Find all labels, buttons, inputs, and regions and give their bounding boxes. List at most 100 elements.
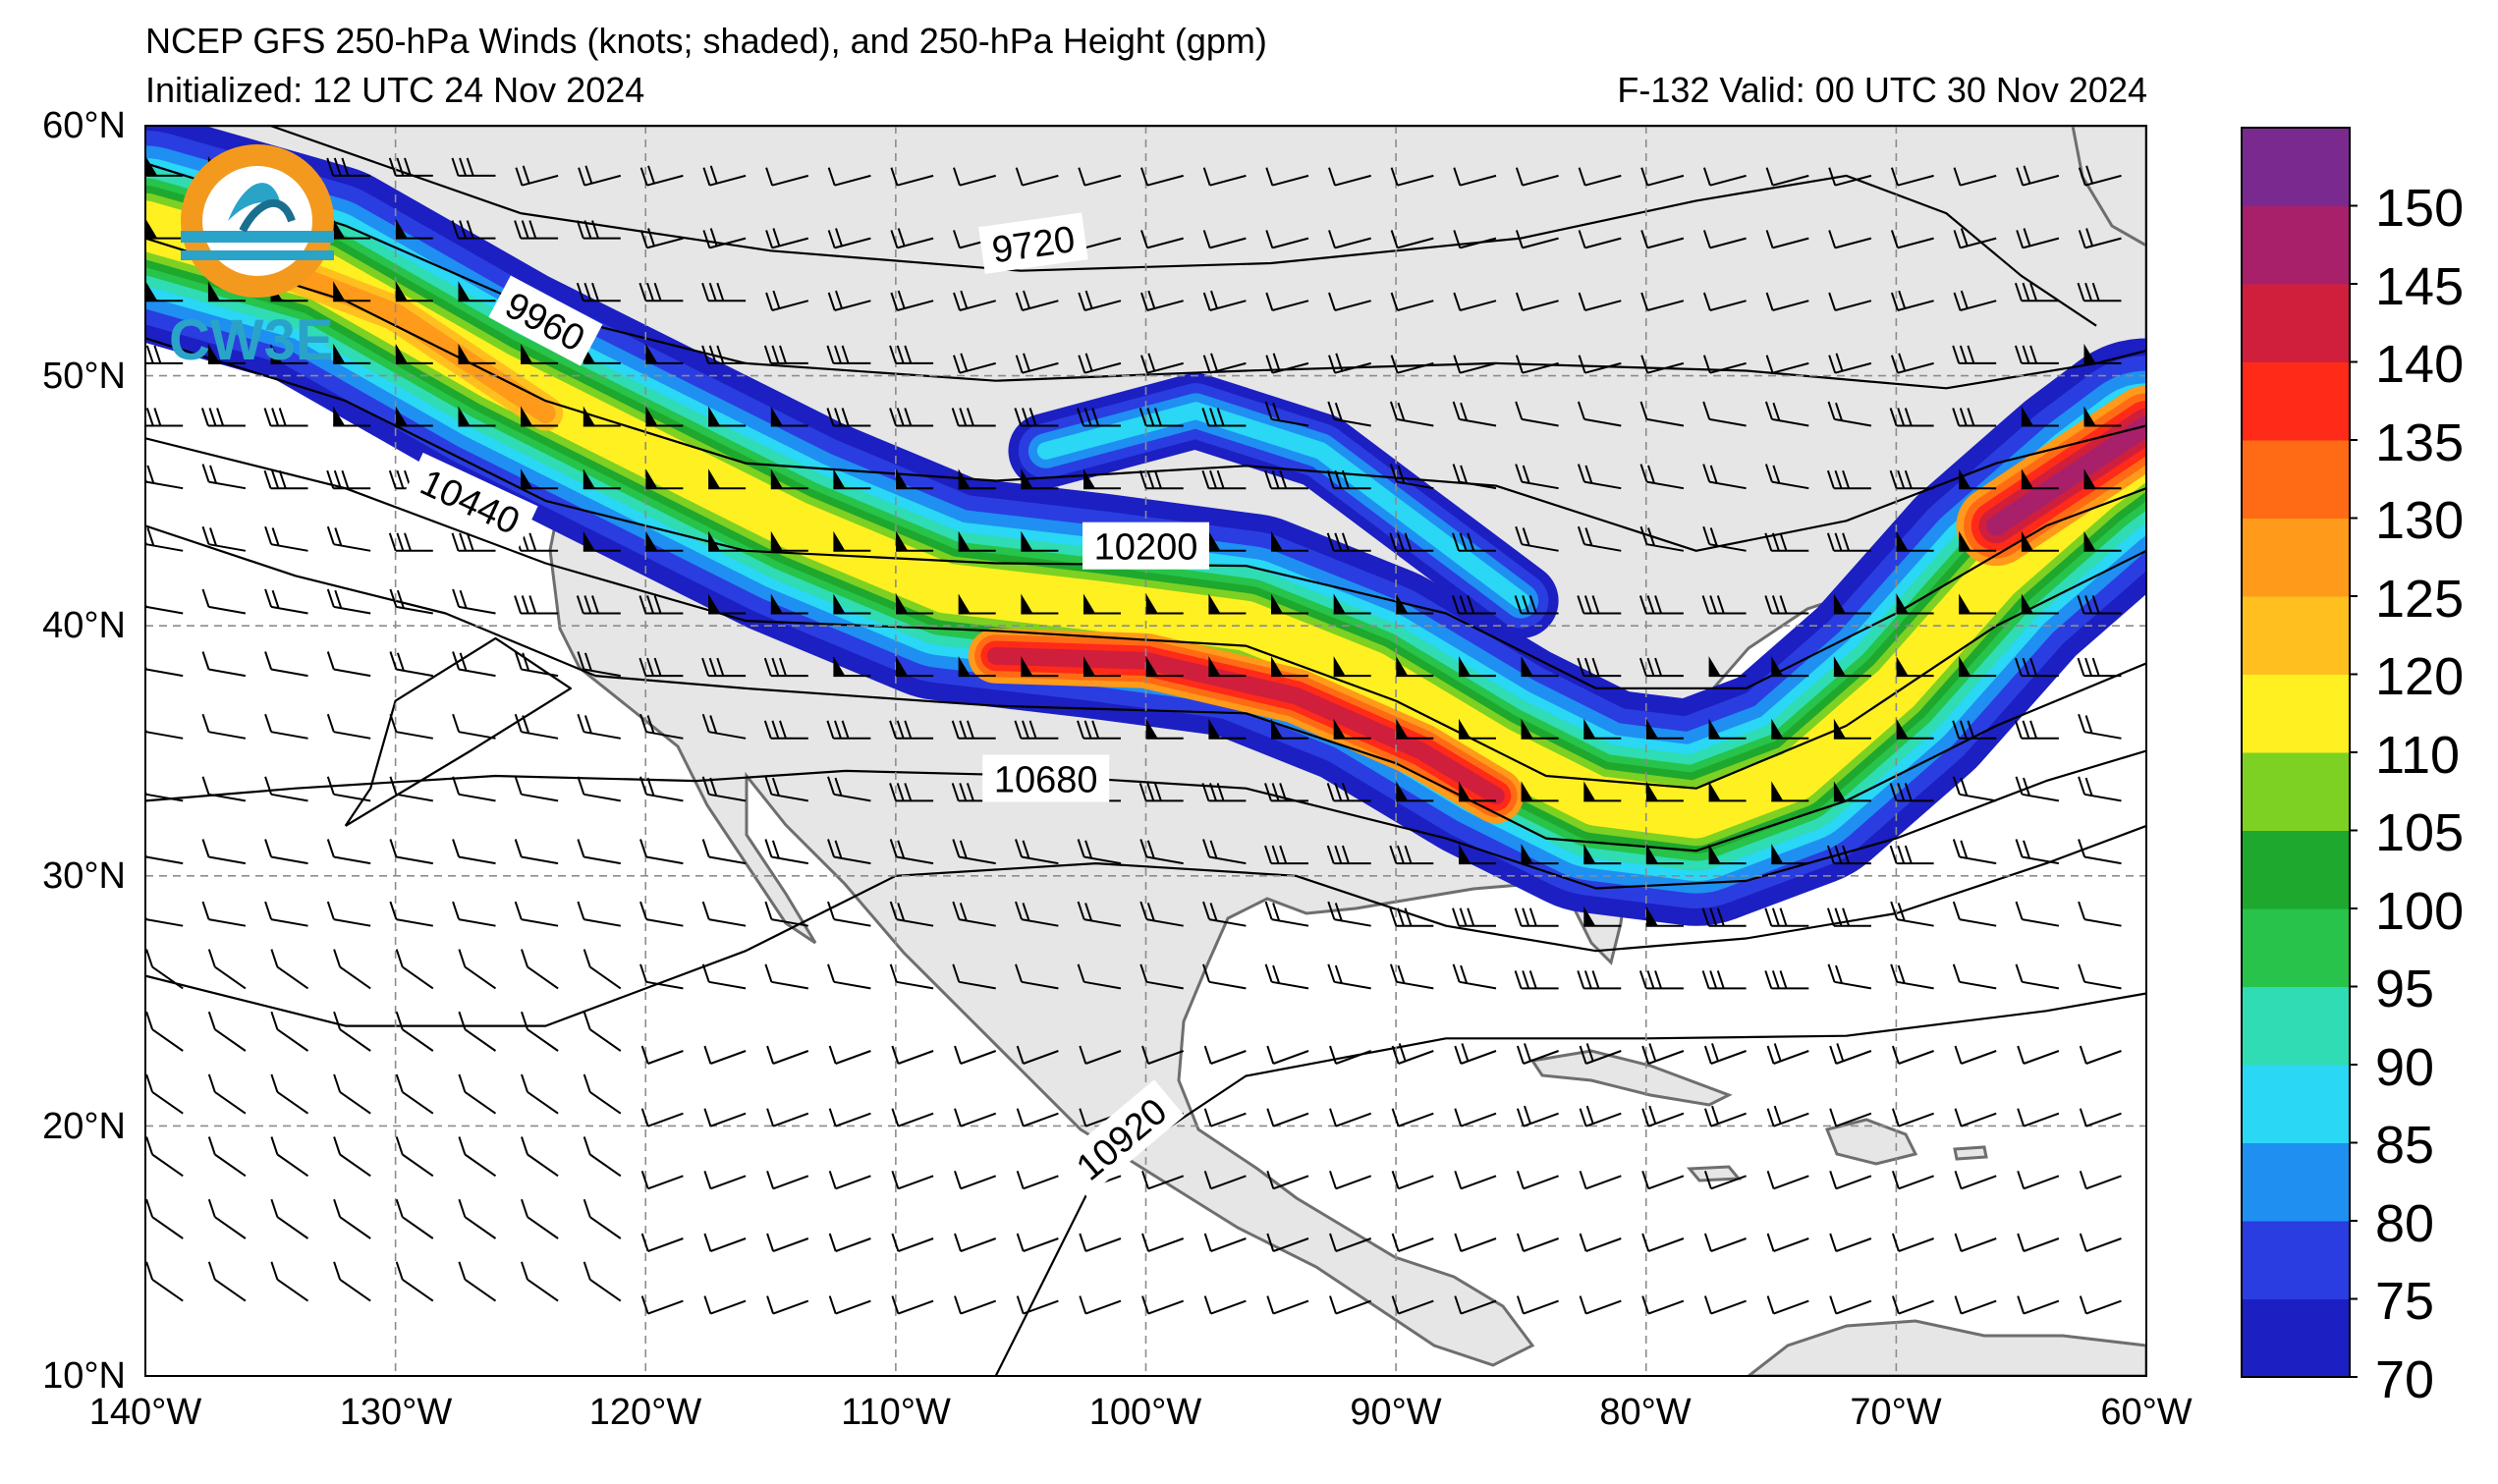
wind-barb [326,588,371,615]
wind-barb [388,532,433,552]
wind-barb [708,406,747,427]
wind-barb [1459,718,1496,740]
wind-barb [1521,718,1559,740]
wind-barb [1766,1043,1809,1065]
wind-barb [701,282,747,302]
wind-barb [583,530,621,552]
wind-barb [452,901,496,927]
wind-barb [951,408,996,427]
wind-barb [145,949,184,990]
wind-barb [1015,167,1059,187]
wind-barb [326,776,371,802]
wind-barb [395,281,433,302]
wind-barb [2017,1295,2060,1315]
wind-barb [514,776,559,802]
wind-barb [1329,1233,1372,1252]
wind-barb [1077,963,1122,990]
colorbar-label-80: 80 [2375,1194,2435,1253]
wind-barb [765,167,809,187]
wind-barb [1454,1233,1497,1252]
wind-barb [1266,1295,1309,1315]
wind-barb [521,1073,559,1115]
wind-barb [701,776,747,802]
wind-barb [1208,656,1247,678]
wind-barb [2021,530,2059,552]
wind-barb [1016,1233,1059,1252]
wind-barb [1708,781,1747,802]
wind-barb [1577,401,1622,427]
wind-barb [1328,167,1371,187]
wind-barb [1514,595,1559,615]
wind-barb [889,345,934,364]
colorbar-label-75: 75 [2375,1272,2435,1331]
wind-barb [1708,718,1747,740]
wind-barb [889,783,934,802]
wind-barb [1145,718,1184,740]
wind-barb [2021,593,2059,615]
wind-barb [2079,1108,2122,1127]
wind-barb [770,530,808,552]
wind-barb [640,1233,684,1252]
wind-barb [1139,963,1184,990]
lon-label-110w: 110°W [841,1392,951,1433]
wind-barb [1396,593,1434,615]
wind-barb [1703,1170,1747,1190]
wind-barb [1645,781,1684,802]
wind-barb [1515,355,1559,374]
wind-barb [2078,963,2122,990]
wind-barb [1766,1105,1809,1127]
wind-barb [1959,593,1997,615]
wind-barb [1703,1295,1747,1315]
wind-barb [1264,401,1309,427]
wind-barb [1577,464,1622,490]
wind-barb [1452,532,1496,552]
wind-barb [1459,656,1496,678]
wind-barb [1202,230,1247,249]
wind-barb [833,468,871,490]
wind-barb [1271,530,1308,552]
wind-barb [1389,532,1434,552]
wind-barb [578,165,622,187]
wind-barb [389,776,433,802]
wind-barb [2079,1170,2122,1190]
wind-barb [1952,839,1997,865]
wind-barb [458,1011,497,1052]
colorbar-label-145: 145 [2375,257,2465,316]
jamaica-land [1686,1165,1743,1182]
svg-text:10200: 10200 [1094,527,1198,569]
wind-barb [1577,595,1622,615]
wind-barb [1014,408,1059,427]
colorbar-label-140: 140 [2375,335,2465,394]
wind-barb [1579,1170,1622,1190]
wind-barb [701,901,747,927]
lat-label-20n: 20°N [42,1106,126,1147]
wind-barb [395,343,433,364]
wind-barb [703,1045,747,1065]
wind-barb [326,839,371,865]
wind-barb [2077,595,2122,615]
wind-barb [395,406,433,427]
wind-barb [766,1045,809,1065]
wind-barb [640,1045,684,1065]
wind-barb [1583,906,1622,927]
colorbar [2241,127,2358,1378]
wind-barb [1389,845,1434,865]
wind-barb [891,1295,934,1315]
wind-barb [890,167,934,187]
wind-barb [1521,781,1559,802]
wind-barb [1208,593,1247,615]
wind-barb [1641,1043,1685,1065]
wind-barb [703,1108,747,1127]
wind-barb [763,720,808,740]
wind-barb [1265,230,1309,249]
wind-barb [2017,1108,2060,1127]
wind-barb [1016,1108,1059,1127]
wind-barb [1639,525,1685,552]
wind-barb [1454,1295,1497,1315]
wind-barb [200,408,246,427]
wind-barb [2017,1170,2060,1190]
wind-barb [1078,167,1122,187]
wind-barb [1829,1108,1872,1127]
wind-barb [1078,353,1122,374]
wind-barb [1702,355,1747,374]
